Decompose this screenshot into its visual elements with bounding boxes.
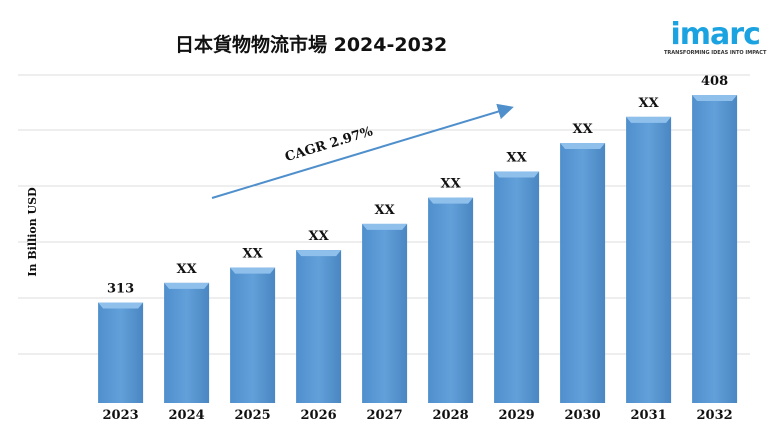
y-axis-label: In Billion USD xyxy=(26,187,39,277)
bar-2025 xyxy=(230,267,276,403)
bar-2032 xyxy=(692,95,738,403)
bar-2023 xyxy=(98,302,144,403)
bar-bevel xyxy=(692,95,738,101)
x-tick-label: 2028 xyxy=(433,408,469,423)
x-tick-label: 2025 xyxy=(235,408,271,423)
bar-bevel xyxy=(296,250,342,257)
cagr-arrow xyxy=(211,103,514,199)
x-tick-label: 2031 xyxy=(631,408,667,423)
x-tick-label: 2027 xyxy=(367,408,403,423)
bar-bevel xyxy=(230,267,276,274)
data-label: XX xyxy=(507,150,528,165)
logo-tagline: TRANSFORMING IDEAS INTO IMPACT xyxy=(664,50,767,56)
bar-bevel xyxy=(494,171,540,178)
data-label: XX xyxy=(573,122,594,137)
x-tick-label: 2024 xyxy=(169,408,205,423)
data-label: XX xyxy=(639,96,660,111)
bar-bevel xyxy=(428,197,474,204)
data-label: XX xyxy=(375,203,396,218)
bar-2030 xyxy=(560,143,606,403)
bar-bevel xyxy=(626,116,672,123)
data-label: XX xyxy=(243,247,264,262)
data-label: XX xyxy=(309,229,330,244)
x-tick-label: 2030 xyxy=(565,408,601,423)
chart-title: 日本貨物物流市場 2024-2032 xyxy=(175,34,448,56)
bar-2027 xyxy=(362,223,408,403)
bar-2031 xyxy=(626,116,672,404)
bar-2029 xyxy=(494,171,540,403)
bar-2026 xyxy=(296,250,342,403)
x-tick-label: 2032 xyxy=(697,408,733,423)
bar-bevel xyxy=(98,302,144,309)
bar-2024 xyxy=(164,282,210,403)
data-label: 313 xyxy=(107,282,134,297)
data-label: XX xyxy=(441,177,462,192)
x-tick-label: 2026 xyxy=(301,408,337,423)
logo-brand: imarc xyxy=(670,17,761,52)
bar-bevel xyxy=(164,282,210,289)
x-tick-label: 2023 xyxy=(103,408,139,423)
data-label: XX xyxy=(177,262,198,277)
bar-bevel xyxy=(560,143,606,150)
bar-2028 xyxy=(428,197,474,403)
imarc-logo: imarc TRANSFORMING IDEAS INTO IMPACT xyxy=(664,17,767,57)
x-tick-label: 2029 xyxy=(499,408,535,423)
data-label: 408 xyxy=(701,74,728,89)
bar-bevel xyxy=(362,223,408,230)
